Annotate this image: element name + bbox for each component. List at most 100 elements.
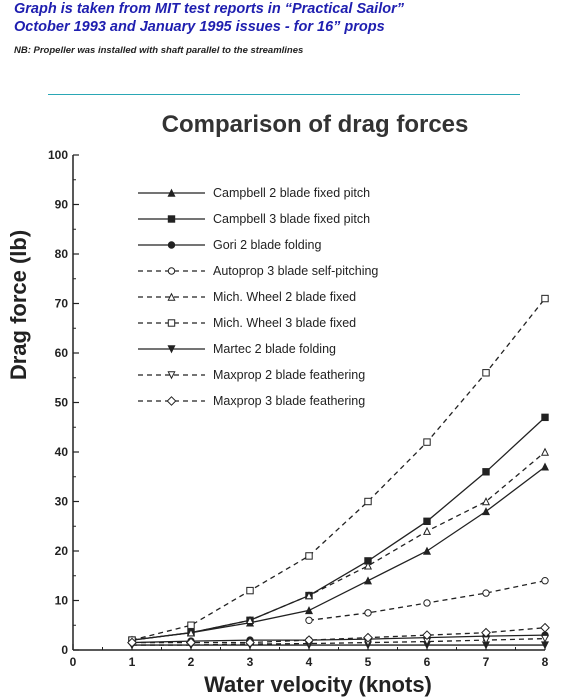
- legend-label: Gori 2 blade folding: [213, 238, 321, 252]
- data-point: [423, 517, 431, 525]
- x-axis-label: Water velocity (knots): [204, 672, 432, 697]
- chart-series: [127, 294, 550, 650]
- data-point: [363, 561, 373, 570]
- legend-entry: Maxprop 3 blade feathering: [138, 394, 365, 408]
- data-point: [186, 628, 196, 637]
- series-group: [127, 447, 550, 644]
- data-point: [305, 616, 313, 624]
- chart-legend: Campbell 2 blade fixed pitch Campbell 3 b…: [138, 186, 378, 408]
- header-issues-line: October 1993 and January 1995 issues - f…: [14, 19, 385, 35]
- x-tick-label: 8: [542, 655, 549, 669]
- legend-entry: Maxprop 2 blade feathering: [138, 368, 365, 382]
- data-point: [481, 507, 491, 516]
- y-tick-label: 20: [55, 544, 69, 558]
- legend-marker: [167, 292, 176, 301]
- legend-marker: [167, 188, 176, 197]
- y-tick-label: 70: [55, 297, 69, 311]
- legend-marker: [167, 345, 176, 354]
- x-tick-label: 2: [188, 655, 195, 669]
- y-tick-label: 0: [61, 643, 68, 657]
- x-tick-label: 4: [306, 655, 313, 669]
- legend-label: Campbell 2 blade fixed pitch: [213, 186, 370, 200]
- data-point: [422, 546, 432, 555]
- data-point: [245, 637, 255, 648]
- legend-marker: [167, 371, 176, 380]
- series-line: [131, 466, 546, 641]
- series-line: [132, 637, 546, 646]
- legend-label: Campbell 3 blade fixed pitch: [213, 212, 370, 226]
- y-tick-label: 50: [55, 396, 69, 410]
- x-tick-label: 1: [129, 655, 136, 669]
- data-point: [481, 497, 491, 506]
- data-point: [482, 468, 490, 476]
- legend-label: Maxprop 3 blade feathering: [213, 394, 365, 408]
- y-tick-label: 60: [55, 346, 69, 360]
- legend-entry: Martec 2 blade folding: [138, 342, 336, 356]
- y-tick-label: 80: [55, 247, 69, 261]
- data-point: [422, 526, 432, 535]
- data-point: [481, 627, 491, 638]
- data-point: [423, 599, 431, 607]
- data-point: [540, 622, 550, 633]
- header-source-line: Graph is taken from MIT test reports in …: [14, 1, 404, 17]
- x-tick-label: 3: [247, 655, 254, 669]
- data-point: [246, 586, 254, 595]
- legend-entry: Mich. Wheel 2 blade fixed: [138, 290, 356, 304]
- legend-marker: [167, 241, 176, 249]
- data-point: [482, 369, 490, 377]
- legend-label: Martec 2 blade folding: [213, 342, 336, 356]
- data-point: [127, 637, 137, 648]
- data-point: [304, 591, 314, 600]
- series-group: [127, 622, 550, 648]
- legend-label: Mich. Wheel 2 blade fixed: [213, 290, 356, 304]
- legend-label: Maxprop 2 blade feathering: [213, 368, 365, 382]
- header-divider: [48, 94, 520, 95]
- data-point: [541, 294, 549, 303]
- data-point: [482, 589, 490, 597]
- legend-entry: Campbell 3 blade fixed pitch: [138, 212, 370, 226]
- legend-entry: Campbell 2 blade fixed pitch: [138, 186, 370, 200]
- legend-entry: Mich. Wheel 3 blade fixed: [138, 316, 356, 330]
- data-point: [304, 635, 314, 646]
- chart-title: Comparison of drag forces: [162, 111, 469, 138]
- series-line: [131, 451, 546, 641]
- legend-marker: [167, 267, 176, 275]
- y-tick-label: 30: [55, 495, 69, 509]
- legend-label: Autoprop 3 blade self-pitching: [213, 264, 378, 278]
- y-tick-label: 40: [55, 445, 69, 459]
- data-point: [304, 606, 314, 615]
- y-tick-label: 90: [55, 198, 69, 212]
- data-point: [422, 630, 432, 641]
- data-point: [541, 577, 549, 585]
- data-point: [187, 621, 195, 629]
- x-tick-label: 7: [483, 655, 490, 669]
- data-point: [541, 413, 549, 422]
- x-tick-label: 0: [70, 655, 77, 669]
- chart-axes: 0 10 20 30 40 50 60 70 80 90 100 0 1 2 3 4 5 6 7 8: [48, 148, 549, 669]
- y-tick-label: 100: [48, 148, 68, 162]
- data-point: [186, 637, 196, 648]
- y-tick-label: 10: [55, 594, 69, 608]
- data-point: [245, 615, 255, 624]
- legend-marker: [167, 215, 176, 223]
- series-group: [128, 294, 549, 644]
- header-note: NB: Propeller was installed with shaft p…: [14, 45, 304, 56]
- data-point: [423, 438, 431, 446]
- series-line: [131, 634, 546, 644]
- series-line: [131, 298, 546, 641]
- data-point: [364, 497, 372, 506]
- y-axis-label: Drag force (lb): [6, 230, 31, 380]
- legend-marker: [167, 319, 176, 327]
- legend-label: Mich. Wheel 3 blade fixed: [213, 316, 356, 330]
- x-tick-label: 5: [365, 655, 372, 669]
- legend-marker: [166, 396, 177, 406]
- x-tick-label: 6: [424, 655, 431, 669]
- data-point: [540, 462, 550, 471]
- series-group: [305, 577, 549, 624]
- series-line: [131, 416, 546, 641]
- legend-entry: Autoprop 3 blade self-pitching: [138, 264, 378, 278]
- data-point: [540, 634, 550, 643]
- data-point: [540, 447, 550, 456]
- data-point: [363, 576, 373, 585]
